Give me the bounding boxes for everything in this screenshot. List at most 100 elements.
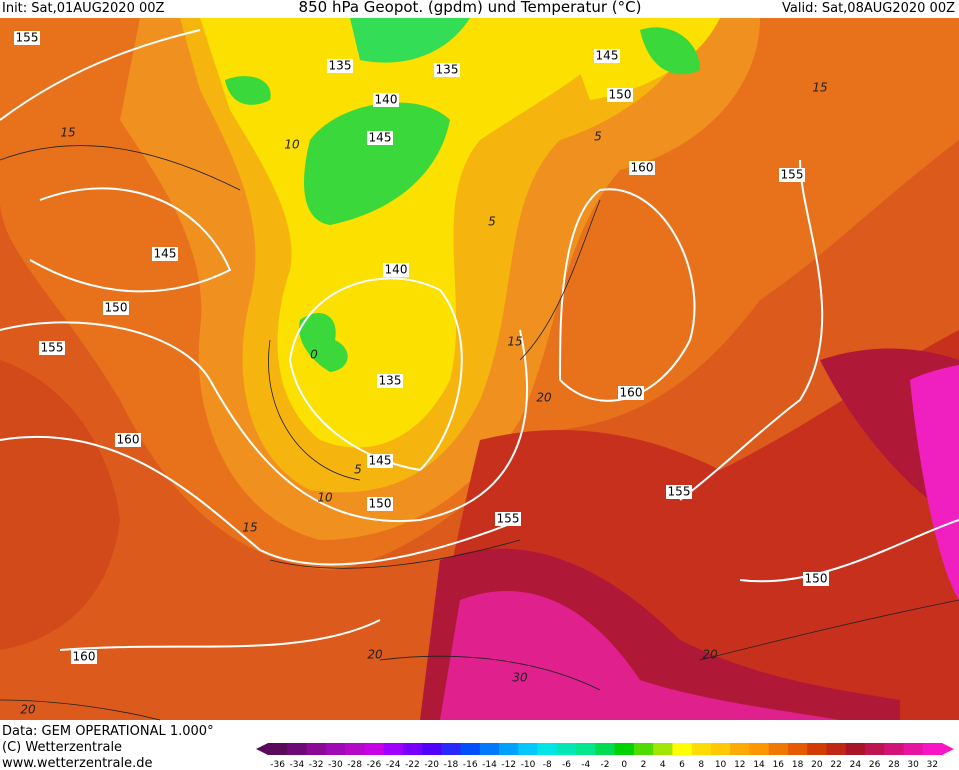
- copyright: (C) Wetterzentrale: [2, 740, 122, 755]
- legend-swatch: [749, 743, 770, 755]
- color-legend: -36 -34 -32 -30 -28 -26 -24 -22 -2 0 -18 -16 -14 -12 -…: [256, 743, 954, 770]
- legend-label: -8: [543, 760, 552, 770]
- website: www.wetterzentrale.de: [2, 756, 152, 770]
- temperature-label: 10: [284, 138, 300, 152]
- legend-swatch: [402, 743, 423, 755]
- legend-swatch: [499, 743, 519, 755]
- geopotential-label: 140: [375, 93, 398, 107]
- contour-label-box: [373, 93, 399, 107]
- geopotential-label: 155: [668, 485, 691, 499]
- legend-swatch: [595, 743, 616, 755]
- legend-swatch: [672, 743, 693, 755]
- contour-label-box: [367, 131, 393, 145]
- geopotential-label: 160: [117, 433, 140, 447]
- legend-swatch: [614, 743, 635, 755]
- contour-label-box: [803, 572, 829, 586]
- temperature-label: 15: [60, 126, 75, 140]
- contour-label-box: [495, 512, 521, 526]
- legend-label: 28: [888, 760, 900, 770]
- legend-label: -30: [328, 760, 343, 770]
- temperature-label: 30: [512, 671, 528, 685]
- contour-label-box: [39, 341, 65, 355]
- legend-label: -2: [601, 760, 610, 770]
- geopotential-label: 150: [609, 88, 632, 102]
- contour-label-box: [71, 650, 97, 664]
- legend-label: -34: [290, 760, 305, 770]
- legend-label: 32: [927, 760, 938, 770]
- temperature-label: 10: [317, 491, 333, 505]
- legend-swatch: [479, 743, 500, 755]
- contour-label-box: [367, 454, 393, 468]
- temperature-label: 20: [367, 648, 383, 662]
- geopotential-label: 135: [329, 59, 352, 73]
- temperature-label: 20: [20, 703, 36, 717]
- legend-swatch: [460, 743, 481, 755]
- geopotential-label: 140: [385, 263, 408, 277]
- legend-label: -18: [444, 760, 459, 770]
- data-source: Data: GEM OPERATIONAL 1.000°: [2, 724, 214, 739]
- geopotential-label: 145: [369, 131, 392, 145]
- legend-swatch: [556, 743, 577, 755]
- contour-label-box: [152, 247, 178, 261]
- temperature-label: 20: [536, 391, 552, 405]
- contour-label-box: [327, 59, 353, 73]
- legend-label: -36: [270, 760, 285, 770]
- geopotential-label: 160: [631, 161, 654, 175]
- legend-label: -32: [309, 760, 324, 770]
- geopotential-label: 150: [105, 301, 128, 315]
- contour-label-box: [594, 49, 620, 63]
- legend-label: 30: [907, 760, 919, 770]
- legend-swatch: [287, 743, 308, 755]
- legend-swatch: [306, 743, 327, 755]
- legend-label: -22: [405, 760, 420, 770]
- geopotential-label: 155: [41, 341, 64, 355]
- legend-swatch: [537, 743, 558, 755]
- geopotential-label: 145: [369, 454, 392, 468]
- legend-label: -24: [386, 760, 401, 770]
- legend-swatch: [922, 743, 943, 755]
- legend-label: 4: [660, 760, 666, 770]
- geopotential-label: 160: [620, 386, 643, 400]
- temperature-label: 5: [488, 215, 496, 229]
- temperature-label: 0: [310, 348, 318, 362]
- geopotential-label: 150: [805, 572, 828, 586]
- legend-swatch: [826, 743, 847, 755]
- contour-label-box: [607, 88, 633, 102]
- temperature-label: 15: [812, 81, 827, 95]
- legend-swatch: [325, 743, 346, 755]
- valid-time: Valid: Sat,08AUG2020 00Z: [782, 1, 955, 16]
- geopotential-label: 145: [596, 49, 619, 63]
- legend-label: -6: [562, 760, 571, 770]
- legend-label: -16: [463, 760, 478, 770]
- legend-label: 26: [869, 760, 881, 770]
- geopotential-label: 155: [16, 31, 39, 45]
- legend-label: -26: [367, 760, 382, 770]
- contour-label-box: [629, 161, 655, 175]
- legend-swatch: [633, 743, 654, 755]
- legend-swatch: [268, 743, 288, 755]
- legend-swatch: [518, 743, 539, 755]
- legend-label: 10: [715, 760, 727, 770]
- legend-arrow-right: [942, 743, 954, 755]
- contour-label-box: [434, 63, 460, 77]
- legend-label: 8: [698, 760, 704, 770]
- legend-label: -12: [501, 760, 516, 770]
- contour-label-box: [367, 497, 393, 511]
- contour-label-box: [666, 485, 692, 499]
- geopotential-label: 155: [497, 512, 520, 526]
- contour-label-box: [14, 31, 40, 45]
- legend-label: 0: [621, 760, 627, 770]
- geopotential-label: 150: [369, 497, 392, 511]
- legend-swatch: [768, 743, 789, 755]
- legend-swatch: [383, 743, 404, 755]
- legend-swatch: [653, 743, 673, 755]
- legend-label: 22: [830, 760, 841, 770]
- legend-label: 20: [811, 760, 823, 770]
- legend-label: 12: [734, 760, 745, 770]
- legend-label: -28: [347, 760, 362, 770]
- legend-label: -14: [482, 760, 497, 770]
- legend-swatch: [845, 743, 866, 755]
- legend-swatch: [884, 743, 904, 755]
- legend-swatch: [787, 743, 808, 755]
- legend-arrow-left: [256, 743, 268, 755]
